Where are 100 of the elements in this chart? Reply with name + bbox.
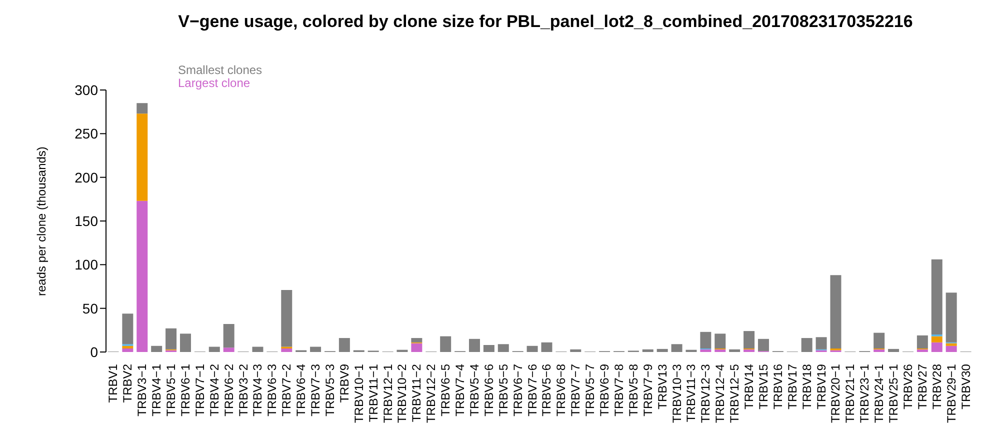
x-tick-label: TRBV15	[756, 364, 770, 410]
bar	[440, 336, 452, 352]
x-tick-label: TRBV10−2	[395, 364, 410, 424]
x-tick-label: TRBV10−3	[670, 364, 684, 424]
y-tick-label: 0	[90, 344, 98, 360]
x-tick-label: TRBV12−2	[424, 364, 438, 424]
bar	[223, 348, 234, 352]
x-tick-label: TRBV12−1	[380, 364, 395, 424]
y-tick-label: 250	[74, 126, 98, 142]
x-tick-label: TRBV7−2	[280, 364, 294, 416]
bar	[700, 332, 712, 349]
x-tick-label: TRBV5−7	[583, 364, 598, 416]
bar	[541, 342, 552, 352]
x-tick-label: TRBV10−1	[352, 364, 366, 424]
x-tick-label: TRBV12−4	[713, 364, 728, 424]
x-tick-label: TRBV28	[930, 364, 944, 410]
x-tick-label: TRBV14	[742, 364, 756, 410]
bar	[946, 292, 957, 342]
bar	[136, 200, 148, 352]
x-tick-label: TRBV18	[800, 364, 814, 410]
bar	[714, 334, 726, 349]
x-tick-label: TRBV7−6	[525, 364, 540, 416]
x-tick-label: TRBV5−4	[467, 364, 482, 416]
x-tick-label: TRBV29−1	[944, 364, 958, 424]
x-tick-label: TRBV11−2	[410, 364, 424, 422]
bar	[801, 338, 812, 352]
bar	[122, 346, 134, 349]
chart-title: V−gene usage, colored by clone size for PBL_panel_lot2_8_combined_20170823170352216	[177, 12, 914, 32]
x-tick-label: TRBV24−1	[872, 364, 886, 424]
bar	[744, 331, 755, 349]
x-tick-label: TRBV5−3	[322, 364, 337, 416]
x-tick-label: TRBV19	[814, 364, 828, 410]
y-tick-label: 100	[74, 256, 98, 273]
x-tick-label: TRBV7−1	[192, 364, 207, 416]
bar	[122, 314, 134, 344]
bar	[714, 349, 726, 352]
bar	[252, 346, 264, 352]
bar	[498, 344, 509, 352]
x-tick-label: TRBV6−2	[222, 364, 236, 416]
bar	[310, 346, 322, 352]
bar	[931, 336, 942, 342]
y-tick-label: 300	[74, 82, 98, 98]
bar	[526, 346, 538, 352]
x-tick-label: TRBV21−1	[843, 364, 858, 424]
x-tick-label: TRBV12−5	[728, 364, 742, 424]
x-tick-label: TRBV4−3	[250, 364, 265, 416]
x-tick-label: TRBV6−4	[294, 364, 308, 416]
bar	[931, 342, 942, 352]
x-tick-label: TRBV5−6	[540, 364, 554, 416]
x-tick-label: TRBV11−1	[366, 364, 380, 422]
y-tick-label: 50	[82, 300, 98, 316]
bar	[281, 348, 292, 352]
x-tick-label: TRBV6−8	[554, 364, 568, 416]
y-axis-title: reads per clone (thousands)	[34, 146, 48, 296]
bar	[916, 335, 928, 349]
x-tick-label: TRBV2	[120, 364, 135, 403]
bar	[700, 349, 712, 352]
x-tick-label: TRBV30	[958, 364, 973, 410]
bar	[483, 345, 494, 352]
x-tick-label: TRBV7−3	[308, 364, 323, 416]
bar	[570, 349, 582, 352]
bar	[208, 346, 220, 352]
x-tick-label: TRBV5−5	[496, 364, 510, 416]
bar	[136, 103, 148, 114]
bar	[180, 334, 191, 352]
bar	[946, 343, 957, 346]
bar	[468, 338, 480, 352]
bar	[122, 348, 134, 352]
bar	[758, 338, 769, 352]
x-tick-label: TRBV6−6	[482, 364, 496, 416]
bar	[166, 328, 177, 350]
x-tick-label: TRBV7−8	[612, 364, 626, 416]
bar	[223, 324, 234, 348]
bar	[642, 349, 654, 352]
x-tick-label: TRBV25−1	[886, 364, 901, 424]
bar	[136, 114, 148, 201]
x-tick-label: TRBV7−7	[568, 364, 583, 416]
bar	[656, 348, 668, 352]
x-tick-label: TRBV6−1	[178, 364, 192, 416]
x-tick-label: TRBV6−5	[438, 364, 453, 416]
x-tick-label: TRBV23−1	[858, 364, 872, 424]
x-tick-label: TRBV20−1	[828, 364, 843, 424]
x-tick-label: TRBV26	[900, 364, 915, 410]
x-tick-label: TRBV5−1	[164, 364, 178, 416]
bar	[744, 349, 755, 352]
bar	[729, 349, 740, 352]
bar	[411, 343, 422, 352]
x-tick-label: TRBV1	[106, 364, 120, 403]
x-tick-label: TRBV17	[785, 364, 800, 410]
bar	[946, 346, 957, 352]
x-tick-label: TRBV4−2	[207, 364, 222, 416]
x-tick-label: TRBV6−3	[265, 364, 280, 416]
x-tick-label: TRBV27	[915, 364, 930, 410]
bar	[281, 290, 292, 347]
x-tick-label: TRBV3−1	[135, 364, 150, 416]
x-tick-label: TRBV16	[770, 364, 785, 410]
bar	[411, 338, 422, 342]
x-tick-label: TRBV7−4	[453, 364, 468, 416]
legend-text: Smallest clones Largest clone	[178, 64, 262, 90]
x-tick-label: TRBV3−2	[236, 364, 250, 416]
